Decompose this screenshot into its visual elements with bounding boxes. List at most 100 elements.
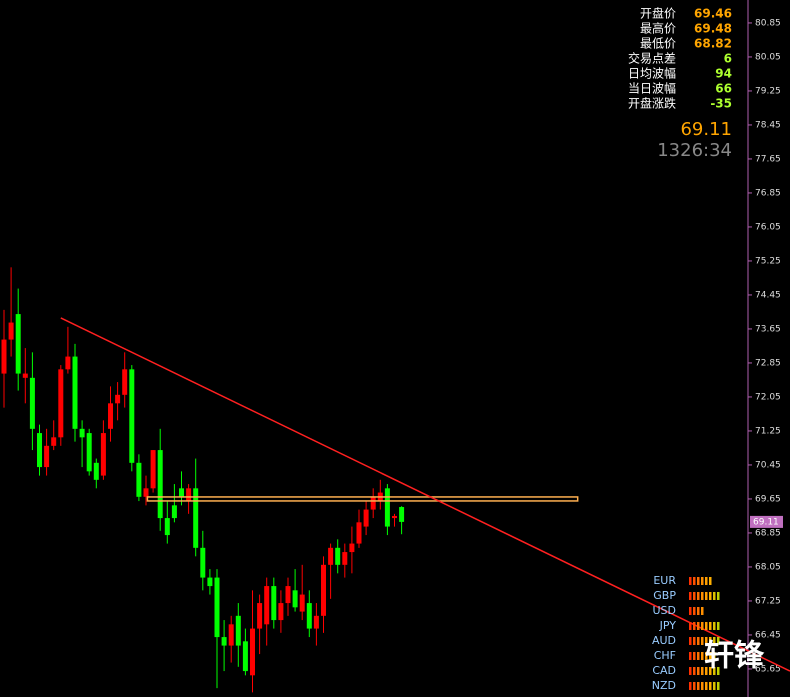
candle-body	[15, 314, 21, 374]
strength-bar	[705, 592, 708, 600]
currency-name: GBP	[653, 589, 676, 602]
strength-bar	[689, 667, 692, 675]
strength-bar	[709, 637, 712, 645]
strength-bar	[713, 667, 716, 675]
strength-bar	[693, 607, 696, 615]
currency-name: USD	[652, 604, 676, 617]
currency-name: AUD	[652, 634, 676, 647]
y-tick-label: 69.65	[755, 494, 781, 504]
candle-body	[79, 428, 85, 438]
candle-body	[164, 518, 170, 536]
candle-body	[122, 369, 128, 395]
strength-bar	[693, 577, 696, 585]
y-tick-label: 67.25	[755, 596, 781, 606]
strength-bar	[693, 667, 696, 675]
price-tag-label: 69.11	[753, 517, 779, 527]
currency-name: CAD	[652, 664, 676, 677]
strength-bar	[697, 592, 700, 600]
strength-bar	[689, 577, 692, 585]
strength-bar	[697, 682, 700, 690]
candle-body	[356, 522, 362, 544]
currency-name: NZD	[652, 679, 676, 692]
y-tick-label: 65.65	[755, 664, 781, 674]
strength-meter	[689, 592, 720, 600]
strength-bar	[705, 622, 708, 630]
y-tick-label: 70.45	[755, 460, 781, 470]
candle-body	[22, 373, 28, 378]
strength-bar	[701, 682, 704, 690]
y-tick-label: 76.05	[755, 222, 781, 232]
strength-bar	[705, 682, 708, 690]
y-tick-label: 68.85	[755, 528, 781, 538]
y-tick-label: 80.05	[755, 52, 781, 62]
strength-bar	[717, 667, 720, 675]
candle-body	[179, 488, 184, 497]
candle-body	[321, 564, 326, 616]
strength-bar	[705, 652, 708, 660]
candle-body	[93, 462, 99, 480]
candle-body	[271, 586, 277, 621]
strength-bar	[713, 637, 716, 645]
candle-body	[29, 377, 35, 429]
candle-body	[44, 445, 50, 468]
strength-bar	[709, 667, 712, 675]
currency-name: CHF	[654, 649, 676, 662]
candle-body	[207, 577, 213, 587]
y-tick-label: 77.65	[755, 154, 781, 164]
candle-body	[221, 637, 227, 646]
strength-bar	[709, 622, 712, 630]
timer: 1326:34	[657, 140, 732, 161]
strength-meter	[689, 652, 716, 660]
strength-bar	[689, 682, 692, 690]
strength-bar	[701, 667, 704, 675]
strength-bar	[713, 592, 716, 600]
y-tick-label: 76.85	[755, 188, 781, 198]
strength-meter	[689, 637, 720, 645]
candle-body	[292, 590, 298, 608]
candle-body	[157, 450, 163, 519]
y-tick-label: 80.85	[755, 18, 781, 28]
y-tick-label: 78.45	[755, 120, 781, 130]
candle-body	[384, 488, 390, 527]
candle-body	[370, 496, 376, 510]
candle-body	[306, 603, 312, 629]
strength-bar	[693, 652, 696, 660]
info-value: 94	[715, 67, 732, 81]
y-tick-label: 66.45	[755, 630, 781, 640]
candle-body	[72, 356, 78, 429]
candle-body	[349, 543, 355, 553]
strength-bar	[689, 652, 692, 660]
candle-body	[65, 356, 71, 370]
trend-line	[60, 317, 790, 672]
y-tick-label: 74.45	[755, 290, 781, 300]
info-label: 开盘涨跌	[628, 96, 676, 111]
info-value: 69.46	[694, 7, 732, 21]
candle-body	[136, 462, 142, 497]
strength-bar	[701, 607, 704, 615]
candle-body	[250, 628, 255, 676]
strength-bar	[713, 652, 716, 660]
strength-bar	[701, 622, 704, 630]
candle-body	[264, 586, 270, 625]
info-label: 日均波幅	[628, 66, 676, 81]
currency-name: EUR	[653, 574, 676, 587]
candle-body	[242, 641, 248, 672]
currency-name: JPY	[659, 619, 677, 632]
candle-body	[143, 488, 149, 497]
candle-body	[363, 509, 369, 527]
candle-body	[58, 369, 64, 438]
strength-bar	[697, 577, 700, 585]
info-label: 开盘价	[640, 6, 676, 21]
strength-bar	[693, 592, 696, 600]
candle-body	[8, 322, 14, 340]
strength-bar	[697, 652, 700, 660]
strength-bar	[697, 667, 700, 675]
strength-meter	[689, 667, 720, 675]
strength-bar	[717, 682, 720, 690]
strength-bar	[689, 607, 692, 615]
candle-body	[335, 547, 341, 565]
candle-body	[285, 586, 291, 604]
strength-bar	[689, 637, 692, 645]
y-tick-label: 75.25	[755, 256, 781, 266]
